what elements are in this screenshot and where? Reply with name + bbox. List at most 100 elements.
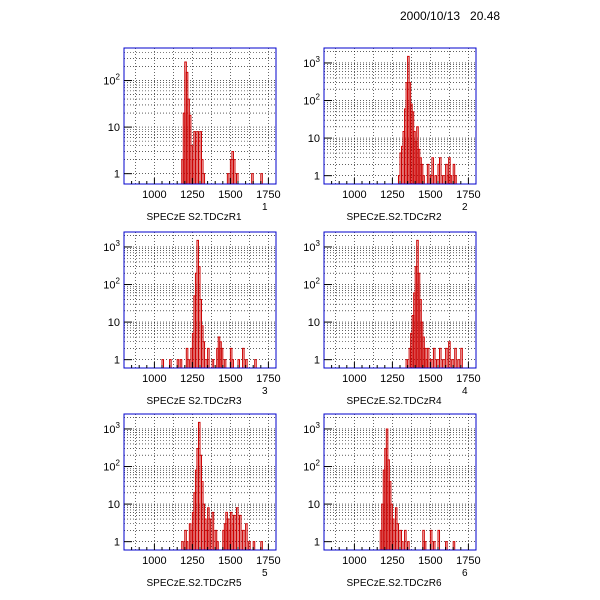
- histogram-bin: [242, 347, 245, 368]
- histogram-bin: [181, 541, 184, 550]
- y-tick-label: 102: [103, 459, 120, 474]
- panel-index-label: 3: [262, 386, 268, 397]
- histogram-bin: [211, 359, 215, 368]
- panel-title: SPECzE S2.TDCzR3: [146, 396, 241, 407]
- panel-index-label: 5: [262, 568, 268, 579]
- panel-index-label: 4: [462, 386, 468, 397]
- plot-frame: [323, 413, 477, 551]
- panel-index-label: 6: [462, 568, 468, 579]
- histogram-bin: [439, 157, 442, 184]
- histogram-bin: [260, 541, 263, 550]
- x-tick-label: 1500: [418, 189, 442, 201]
- y-tick-label: 1: [114, 537, 120, 549]
- histogram-bin: [401, 541, 404, 550]
- x-tick-label: 1250: [180, 555, 204, 567]
- y-tick-label: 102: [103, 73, 120, 88]
- x-tick-label: 1000: [342, 189, 366, 201]
- histogram-bin: [185, 541, 189, 550]
- y-tick-label: 10: [108, 122, 120, 134]
- grid: [324, 414, 476, 550]
- histogram-bin: [442, 175, 445, 184]
- x-tick-label: 1000: [142, 555, 166, 567]
- grid: [124, 48, 276, 184]
- histogram-bin: [199, 131, 203, 184]
- histogram-series: [397, 55, 457, 184]
- panel-title: SPECzE S2.TDCzR1: [146, 212, 241, 223]
- timestamp-label: 2000/10/13 20.48: [400, 9, 501, 23]
- histogram-bin: [442, 359, 445, 368]
- y-tick-label: 10: [108, 317, 120, 329]
- histogram-panel-6: 1000 1250 1500 1750 1 10 102 103 6 SPECzE.S2.TDCz…: [303, 413, 481, 589]
- histogram-bin: [445, 541, 448, 550]
- y-tick-label: 102: [303, 277, 320, 292]
- y-tick-label: 1: [314, 537, 320, 549]
- histogram-bin: [437, 529, 441, 550]
- panel-title: SPECzE.S2.TDCzR5: [146, 578, 241, 589]
- y-tick-label: 1: [314, 171, 320, 183]
- y-tick-label: 103: [303, 55, 320, 70]
- histogram-bin: [452, 541, 456, 550]
- histogram-bin: [445, 163, 448, 184]
- histogram-bin: [449, 175, 453, 184]
- histogram-bin: [216, 541, 219, 550]
- histogram-bin: [223, 359, 227, 368]
- histogram-bin: [432, 541, 436, 550]
- histogram-bin: [226, 173, 230, 184]
- histogram-bin: [237, 359, 241, 368]
- y-tick-label: 103: [103, 421, 120, 436]
- histogram-bin: [434, 175, 437, 184]
- x-tick-label: 1750: [256, 373, 280, 385]
- y-tick-label: 1: [114, 355, 120, 367]
- histogram-bin: [242, 529, 245, 550]
- panel-title: SPECzE.S2.TDCzR2: [346, 212, 441, 223]
- y-tick-label: 102: [303, 459, 320, 474]
- histogram-bin: [405, 359, 409, 368]
- x-tick-label: 1500: [218, 189, 242, 201]
- histogram-bin: [432, 347, 436, 368]
- histogram-bin: [399, 529, 403, 550]
- y-tick-label: 10: [308, 499, 320, 511]
- histogram-bin: [451, 359, 454, 368]
- x-tick-label: 1000: [342, 555, 366, 567]
- y-tick-label: 10: [308, 133, 320, 145]
- y-tick-label: 1: [314, 355, 320, 367]
- histogram-bin: [445, 347, 448, 368]
- histogram-bin: [439, 347, 442, 368]
- y-tick-label: 103: [303, 421, 320, 436]
- x-tick-label: 1750: [456, 189, 480, 201]
- histogram-bin: [232, 159, 236, 184]
- x-tick-label: 1750: [456, 555, 480, 567]
- histogram-panel-3: 1000 1250 1500 1750 1 10 102 103 3 SPECzE S2.TDCz…: [103, 231, 281, 407]
- histogram-bin: [187, 359, 190, 368]
- histogram-bin: [426, 163, 430, 184]
- histogram-bin: [229, 347, 233, 368]
- x-tick-label: 1500: [418, 373, 442, 385]
- histogram-bin: [457, 359, 460, 368]
- histogram-panel-5: 1000 1250 1500 1750 1 10 102 103 5 SPECzE.S2.TDCz…: [103, 413, 281, 589]
- histogram-bin: [248, 541, 251, 550]
- histogram-bin: [202, 173, 206, 184]
- histogram-bin: [260, 173, 263, 184]
- histogram-panel-2: 1000 1250 1500 1750 1 10 102 103 2 SPECzE.S2.TDCz…: [303, 47, 481, 223]
- x-tick-label: 1000: [142, 373, 166, 385]
- histogram-bin: [235, 173, 239, 184]
- histogram-bin: [422, 175, 425, 184]
- histogram-bin: [231, 359, 234, 368]
- histogram-bin: [426, 347, 430, 368]
- x-tick-label: 1000: [342, 373, 366, 385]
- panel-title: SPECzE.S2.TDCzR6: [346, 578, 441, 589]
- x-tick-label: 1250: [380, 373, 404, 385]
- y-tick-label: 10: [108, 499, 120, 511]
- histogram-bin: [184, 529, 187, 550]
- histogram-bin: [169, 359, 172, 368]
- histogram-series: [181, 421, 263, 550]
- histogram-bin: [452, 163, 456, 184]
- histogram-bin: [179, 359, 183, 368]
- histogram-bin: [176, 359, 180, 368]
- histogram-bin: [254, 359, 257, 368]
- y-tick-label: 103: [303, 239, 320, 254]
- histogram-bin: [239, 514, 242, 550]
- x-tick-label: 1250: [180, 189, 204, 201]
- histogram-series: [161, 239, 257, 368]
